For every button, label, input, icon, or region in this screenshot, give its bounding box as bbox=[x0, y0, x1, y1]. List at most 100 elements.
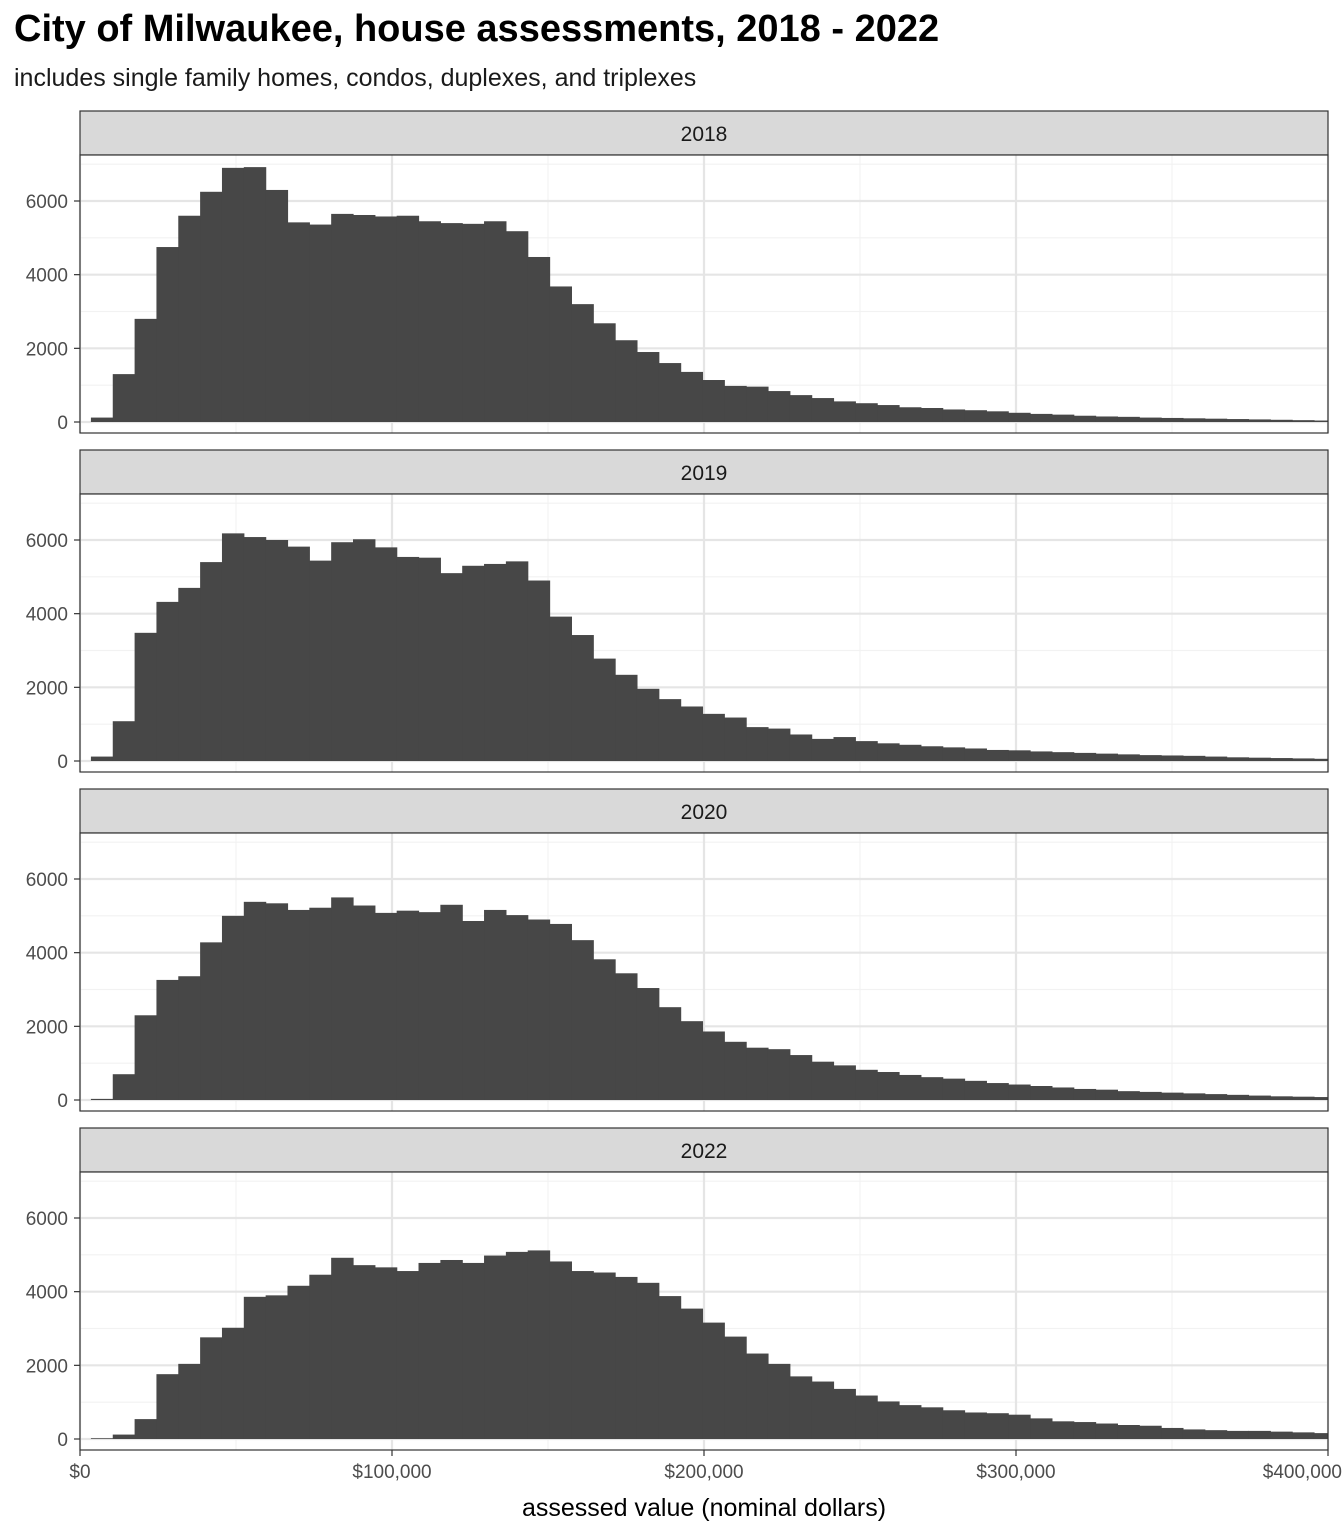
histogram-bar bbox=[309, 907, 332, 1100]
histogram-bar bbox=[353, 905, 376, 1100]
histogram-bar bbox=[855, 403, 878, 422]
histogram-bar bbox=[615, 1276, 638, 1439]
histogram-bar bbox=[549, 286, 572, 422]
histogram-bar bbox=[156, 601, 179, 761]
histogram-bar bbox=[1204, 756, 1228, 761]
histogram-bar bbox=[200, 562, 223, 761]
histogram-bar bbox=[1117, 1091, 1140, 1100]
facet-panel-2018: 2018 0 2000 4000 6000 bbox=[26, 110, 1330, 434]
histogram-bar bbox=[571, 940, 594, 1100]
histogram-bar bbox=[942, 1410, 966, 1439]
y-tick-label: 0 bbox=[57, 1430, 68, 1451]
histogram-bar bbox=[942, 1078, 966, 1100]
histogram-bar bbox=[1313, 420, 1328, 422]
histogram-bar bbox=[680, 706, 704, 761]
facet-strip-label: 2019 bbox=[681, 462, 728, 485]
histogram-bar bbox=[571, 1271, 594, 1439]
histogram-bar bbox=[309, 560, 332, 761]
histogram-bar bbox=[1030, 751, 1053, 761]
panel-border bbox=[79, 832, 1329, 1112]
histogram-bar bbox=[1270, 1096, 1293, 1100]
y-tick-label: 6000 bbox=[26, 1209, 68, 1230]
histogram-bar bbox=[855, 1069, 878, 1100]
histogram-bar bbox=[200, 1337, 223, 1439]
facet-panel-2022: 2022 0 2000 4000 6000 $0 $100,000 $200,000 $300,… bbox=[26, 1127, 1342, 1522]
histogram-bar bbox=[986, 411, 1009, 422]
histogram-bar bbox=[90, 756, 114, 761]
facet-strip-label: 2020 bbox=[681, 801, 728, 824]
histogram-bar bbox=[156, 1374, 179, 1439]
histogram-bar bbox=[658, 699, 682, 761]
histogram-bar bbox=[505, 561, 529, 761]
histogram-bar bbox=[221, 533, 245, 761]
histogram-bar bbox=[440, 223, 463, 422]
histogram-bar bbox=[833, 737, 856, 761]
y-tick-label: 0 bbox=[57, 1091, 68, 1112]
histogram-bar bbox=[1161, 1092, 1184, 1100]
histogram-bar bbox=[680, 371, 704, 422]
histogram-bar bbox=[309, 224, 332, 422]
histogram-bar bbox=[636, 688, 660, 761]
histogram-bar bbox=[243, 901, 267, 1100]
histogram-bar bbox=[986, 1083, 1009, 1100]
histogram-bar bbox=[1073, 1088, 1097, 1100]
histogram-bar bbox=[440, 904, 463, 1100]
histogram-bar bbox=[309, 1274, 332, 1439]
histogram-bar bbox=[243, 537, 267, 761]
histogram-bar bbox=[1030, 1418, 1053, 1439]
histogram-bar bbox=[920, 746, 944, 761]
histogram-bar bbox=[418, 557, 441, 761]
histogram-bar bbox=[1073, 752, 1097, 761]
facet-panel-2020: 2020 0 2000 4000 6000 bbox=[26, 788, 1330, 1112]
histogram-bar bbox=[833, 1388, 856, 1439]
histogram-bar bbox=[920, 408, 944, 422]
histogram-bar bbox=[1073, 415, 1097, 422]
histogram-bar bbox=[1051, 752, 1075, 761]
histogram-bar bbox=[331, 897, 354, 1100]
histogram-bar bbox=[789, 734, 813, 761]
x-axis-label: assessed value (nominal dollars) bbox=[522, 1494, 886, 1522]
histogram-bar bbox=[1313, 758, 1328, 761]
histogram-bar bbox=[877, 1401, 900, 1439]
histogram-bar bbox=[1248, 1095, 1271, 1100]
histogram-bar bbox=[527, 1250, 551, 1439]
histogram-bar bbox=[593, 323, 616, 422]
histogram-bar bbox=[1073, 1422, 1097, 1439]
histogram-bar bbox=[636, 988, 660, 1100]
histogram-bar bbox=[265, 540, 289, 761]
histogram-bar bbox=[1139, 417, 1162, 422]
histogram-bar bbox=[571, 304, 594, 422]
histogram-bar bbox=[615, 674, 638, 761]
y-tick-label: 4000 bbox=[26, 1283, 68, 1304]
histogram-bar bbox=[877, 743, 900, 761]
histogram-bar bbox=[1095, 1089, 1118, 1100]
histogram-bar bbox=[178, 587, 201, 761]
histogram-bar bbox=[1248, 757, 1271, 761]
histogram-bar bbox=[658, 1007, 682, 1100]
histogram-bar bbox=[396, 910, 420, 1100]
histogram-bar bbox=[221, 915, 245, 1100]
histogram-bar bbox=[658, 1296, 682, 1439]
histogram-bar bbox=[899, 744, 922, 761]
histogram-bar bbox=[899, 407, 922, 422]
histogram-bar bbox=[724, 385, 747, 422]
histogram-bar bbox=[440, 1259, 463, 1439]
histogram-bar bbox=[418, 912, 441, 1100]
histogram-bar bbox=[396, 556, 420, 761]
histogram-bar bbox=[615, 973, 638, 1100]
histogram-bar bbox=[134, 1015, 158, 1100]
histogram-bar bbox=[1313, 1097, 1328, 1100]
histogram-bar bbox=[331, 213, 354, 422]
histogram-bar bbox=[200, 942, 223, 1100]
histogram-bar bbox=[1248, 419, 1271, 422]
chart-subtitle: includes single family homes, condos, du… bbox=[14, 64, 697, 92]
x-tick-label: $0 bbox=[69, 1462, 90, 1483]
histogram-bar bbox=[702, 1322, 725, 1439]
histogram-bar bbox=[353, 1265, 376, 1439]
y-tick-label: 2000 bbox=[26, 678, 68, 699]
histogram-bar bbox=[920, 1077, 944, 1100]
histogram-bar bbox=[986, 749, 1009, 761]
facet-strip bbox=[79, 1127, 1329, 1173]
histogram-bar bbox=[549, 923, 572, 1100]
